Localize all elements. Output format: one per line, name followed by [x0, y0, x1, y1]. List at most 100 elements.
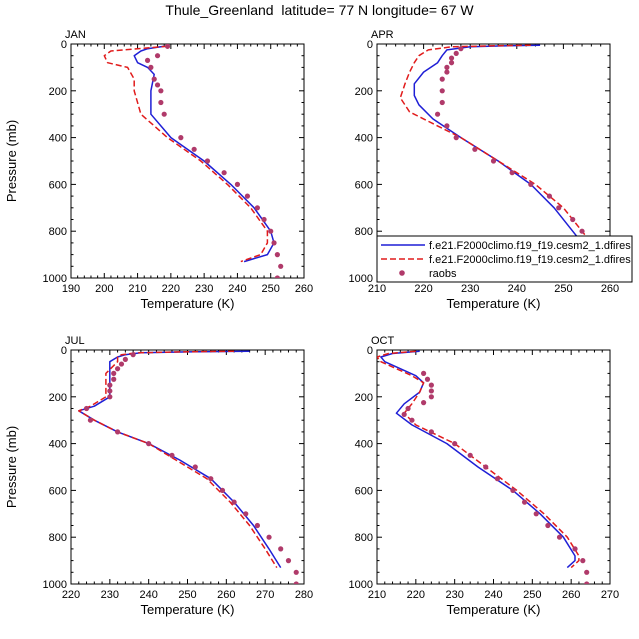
raobs-point — [428, 429, 434, 435]
raobs-point — [169, 452, 175, 458]
raobs-point — [154, 53, 161, 59]
y-tick-label: 1000 — [43, 273, 67, 285]
y-tick-label: 1000 — [43, 579, 67, 591]
y-tick-label: 1000 — [349, 579, 373, 591]
raobs-point — [151, 76, 157, 82]
x-axis-label: Temperature (K) — [447, 296, 541, 311]
raobs-point — [118, 361, 125, 367]
y-tick-label: 600 — [355, 485, 373, 497]
raobs-point — [453, 135, 459, 141]
raobs-point — [192, 464, 198, 470]
raobs-point — [428, 394, 434, 400]
y-tick-label: 400 — [355, 439, 373, 451]
raobs-point — [122, 356, 128, 362]
series-line-dashed — [78, 350, 278, 568]
y-tick-label: 0 — [61, 39, 67, 51]
x-tick-label: 230 — [445, 589, 463, 601]
x-tick-label: 250 — [262, 283, 280, 295]
x-tick-label: 250 — [523, 589, 541, 601]
y-tick-label: 0 — [367, 345, 373, 357]
raobs-point — [107, 394, 113, 400]
x-tick-label: 220 — [162, 283, 180, 295]
x-tick-label: 260 — [217, 589, 235, 601]
x-axis-label: Temperature (K) — [447, 602, 541, 617]
raobs-point — [584, 581, 590, 584]
x-tick-label: 270 — [601, 589, 619, 601]
x-axis-label: Temperature (K) — [141, 296, 235, 311]
raobs-point — [83, 405, 90, 412]
raobs-point — [405, 405, 411, 412]
legend-entry-label: f.e21.F2000climo.f19_f19.cesm2_1.dfires — [429, 254, 631, 266]
raobs-point — [115, 366, 121, 372]
raobs-point — [434, 111, 441, 117]
raobs-point — [254, 205, 260, 211]
raobs-point — [266, 534, 272, 540]
raobs-point — [107, 382, 113, 388]
y-tick-label: 400 — [355, 133, 373, 145]
raobs-point — [107, 388, 113, 394]
legend: f.e21.F2000climo.f19_f19.cesm2_1.dfiresf… — [376, 235, 633, 283]
y-tick-label: 800 — [355, 532, 373, 544]
raobs-point — [111, 376, 117, 382]
series-line-solid — [380, 350, 576, 569]
x-tick-label: 270 — [256, 589, 274, 601]
x-tick-label: 200 — [95, 283, 113, 295]
raobs-point — [448, 60, 455, 66]
panel-label: JAN — [65, 29, 86, 41]
series-line-dashed — [103, 45, 269, 263]
raobs-point — [490, 158, 497, 164]
raobs-point — [261, 216, 267, 223]
x-tick-label: 250 — [554, 283, 572, 295]
panel-jul: 220 230 240 250 260 270 280 0 200 400 600 800 1000 JU… — [4, 335, 313, 617]
raobs-point — [191, 146, 197, 152]
series-group — [377, 350, 590, 584]
raobs-point — [243, 511, 249, 517]
y-tick-label: 400 — [49, 133, 67, 145]
raobs-point — [164, 44, 171, 49]
raobs-point — [452, 441, 458, 447]
x-tick-label: 260 — [295, 283, 313, 295]
raobs-point — [509, 170, 515, 176]
x-tick-label: 240 — [139, 589, 157, 601]
raobs-point — [580, 558, 586, 564]
panel-apr: 210 220 230 240 250 260 0 200 400 600 800 1000 APR Te… — [349, 29, 620, 311]
raobs-point — [444, 69, 450, 75]
raobs-point — [453, 50, 459, 56]
raobs-point — [208, 476, 214, 482]
raobs-point — [556, 205, 562, 211]
raobs-point — [87, 417, 94, 423]
raobs-point — [439, 76, 445, 82]
raobs-point — [278, 546, 284, 552]
panel-jan: 190 200 210 220 230 240 250 260 0 200 400 600 800 100… — [4, 29, 313, 311]
series-line-solid — [133, 45, 275, 263]
plot-frame — [70, 43, 305, 279]
raobs-point — [428, 382, 434, 388]
x-tick-label: 210 — [128, 283, 146, 295]
raobs-point — [428, 388, 434, 394]
raobs-point — [579, 228, 585, 234]
raobs-point — [219, 487, 226, 493]
legend-marker — [399, 270, 405, 276]
y-tick-label: 1000 — [349, 273, 373, 285]
y-tick-label: 600 — [49, 485, 67, 497]
raobs-point — [158, 99, 164, 106]
raobs-point — [439, 99, 445, 106]
panel-label: OCT — [371, 335, 395, 347]
x-tick-label: 230 — [195, 283, 213, 295]
raobs-point — [424, 376, 431, 382]
raobs-point — [467, 452, 473, 458]
raobs-point — [271, 240, 277, 246]
raobs-point — [293, 569, 299, 575]
y-tick-label: 200 — [49, 86, 67, 98]
raobs-point — [144, 57, 151, 63]
raobs-point — [130, 352, 136, 358]
raobs-point — [409, 417, 415, 423]
raobs-point — [293, 581, 299, 584]
raobs-point — [285, 558, 292, 564]
x-tick-label: 260 — [601, 283, 619, 295]
raobs-point — [148, 64, 154, 70]
raobs-point — [421, 370, 427, 376]
raobs-point — [111, 370, 117, 376]
figure-title: Thule_Greenland latitude= 77 N longitude… — [165, 2, 474, 18]
y-tick-label: 400 — [49, 439, 67, 451]
